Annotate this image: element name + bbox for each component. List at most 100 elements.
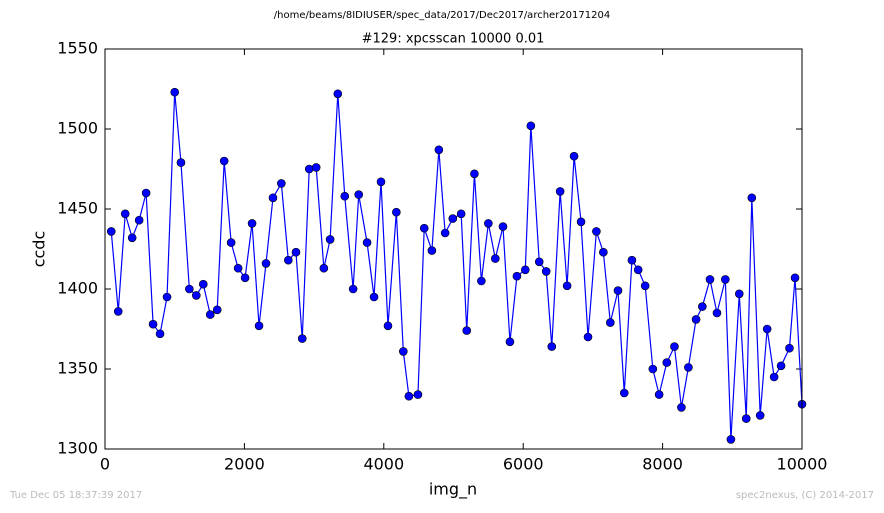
data-point	[392, 207, 401, 217]
data-point	[192, 291, 201, 300]
data-point	[785, 343, 794, 353]
data-point	[541, 267, 551, 276]
data-point	[162, 292, 172, 302]
data-point	[470, 169, 479, 179]
y-axis-label: ccdc	[30, 231, 49, 268]
data-point	[562, 281, 572, 291]
data-point	[498, 222, 508, 231]
data-point	[277, 179, 286, 188]
data-point	[698, 302, 707, 311]
data-point	[670, 342, 679, 351]
data-point	[427, 246, 437, 255]
x-tick-label: 2000	[224, 455, 265, 474]
y-tick-label: 1350	[57, 359, 98, 378]
data-point	[362, 238, 372, 247]
footer-right: spec2nexus, (C) 2014-2017	[736, 490, 874, 501]
data-point	[456, 209, 466, 219]
data-point	[212, 305, 222, 315]
x-tick-label: 0	[100, 455, 110, 474]
data-point	[491, 254, 500, 263]
data-point	[741, 414, 751, 423]
data-point	[684, 363, 693, 372]
data-point	[747, 193, 757, 203]
data-point	[547, 342, 557, 351]
data-point	[404, 391, 414, 401]
data-point	[569, 151, 579, 161]
data-point	[462, 326, 472, 335]
data-point	[354, 190, 364, 199]
data-point	[319, 263, 329, 273]
x-tick-label: 8000	[642, 455, 683, 474]
data-point	[726, 435, 736, 444]
data-point	[619, 388, 629, 398]
data-point	[633, 265, 643, 275]
x-tick-label: 10000	[777, 455, 828, 474]
footer-left: Tue Dec 05 18:37:39 2017	[9, 490, 142, 501]
data-point	[599, 247, 608, 257]
data-point	[340, 191, 350, 201]
data-point	[127, 233, 137, 243]
x-tick-label: 4000	[363, 455, 404, 474]
data-point	[526, 121, 536, 131]
data-point	[333, 89, 343, 99]
data-point	[141, 188, 151, 198]
data-point	[712, 308, 722, 318]
data-point	[654, 390, 664, 399]
data-point	[640, 281, 650, 291]
data-point	[134, 215, 144, 225]
data-point	[205, 310, 215, 319]
data-point	[734, 289, 744, 299]
data-point	[113, 307, 123, 316]
data-point	[762, 324, 772, 334]
data-point	[755, 411, 765, 420]
data-point	[576, 217, 586, 227]
data-point	[613, 286, 623, 295]
data-point	[705, 275, 715, 284]
y-tick-label: 1500	[57, 119, 98, 138]
data-point	[413, 390, 423, 399]
data-point	[268, 193, 278, 203]
x-axis-label: img_n	[429, 480, 477, 500]
data-point	[254, 321, 264, 331]
data-point	[325, 235, 335, 244]
data-point	[520, 265, 530, 275]
data-point	[369, 292, 379, 302]
data-point	[583, 332, 593, 342]
data-point	[348, 284, 358, 294]
data-point	[776, 361, 786, 371]
data-point	[383, 321, 393, 331]
chart-title: #129: xpcsscan 10000 0.01	[362, 32, 545, 47]
data-point	[769, 372, 779, 382]
plot-frame	[104, 48, 803, 450]
data-point	[226, 238, 236, 247]
data-point	[233, 263, 243, 273]
data-point	[155, 329, 165, 339]
data-point	[219, 156, 229, 166]
data-point	[419, 223, 429, 233]
data-point	[448, 214, 458, 223]
data-point	[534, 257, 544, 267]
data-point	[120, 209, 130, 219]
data-point	[261, 259, 271, 268]
data-point	[662, 358, 672, 367]
data-point	[677, 403, 686, 412]
data-point	[721, 275, 730, 284]
data-point	[790, 273, 800, 283]
data-point	[477, 276, 486, 286]
data-point	[434, 145, 444, 155]
x-tick-label: 6000	[503, 455, 544, 474]
data-point	[170, 87, 179, 97]
data-point	[555, 187, 565, 196]
data-point	[376, 177, 386, 187]
data-point	[106, 227, 116, 236]
data-point	[311, 163, 321, 172]
data-point	[399, 347, 408, 356]
data-point	[240, 273, 250, 283]
data-point	[606, 318, 615, 327]
data-point	[297, 334, 307, 343]
y-tick-label: 1400	[57, 279, 98, 298]
data-point	[691, 315, 701, 324]
